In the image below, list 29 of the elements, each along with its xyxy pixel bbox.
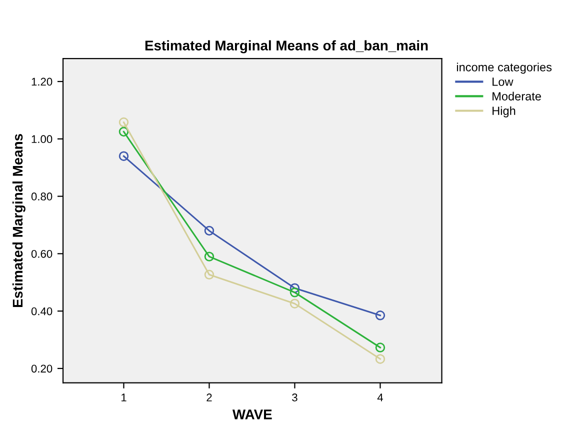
point <box>375 342 386 352</box>
y-tick-label: 0.60 <box>31 250 52 258</box>
y-tick-label: 0.80 <box>31 192 52 200</box>
x-tick-label: 4 <box>377 394 383 402</box>
x-tick-label: 1 <box>121 394 126 402</box>
point <box>375 310 386 320</box>
chart-title: Estimated Marginal Means of ad_ban_main <box>145 40 428 54</box>
y-tick-label: 0.20 <box>31 364 52 373</box>
x-axis-title: WAVE <box>232 410 272 420</box>
legend-label: Low <box>492 78 514 86</box>
point <box>290 298 300 308</box>
legend-label: Moderate <box>492 92 541 100</box>
legend-title: income categories <box>456 62 552 74</box>
point <box>375 354 386 364</box>
y-tick-label: 0.40 <box>31 307 52 316</box>
y-tick-label: 1.20 <box>32 78 52 86</box>
point <box>118 151 129 161</box>
point <box>204 226 214 236</box>
legend-label: High <box>492 106 516 118</box>
point <box>118 117 129 128</box>
x-tick-label: 3 <box>292 394 298 402</box>
point <box>290 288 300 298</box>
y-tick-label: 1.00 <box>32 135 52 144</box>
point <box>204 270 214 280</box>
x-tick-label: 2 <box>206 394 212 402</box>
point <box>204 252 214 262</box>
y-axis-title: Estimated Marginal Means <box>12 134 26 307</box>
point <box>118 126 129 137</box>
point <box>290 283 300 293</box>
